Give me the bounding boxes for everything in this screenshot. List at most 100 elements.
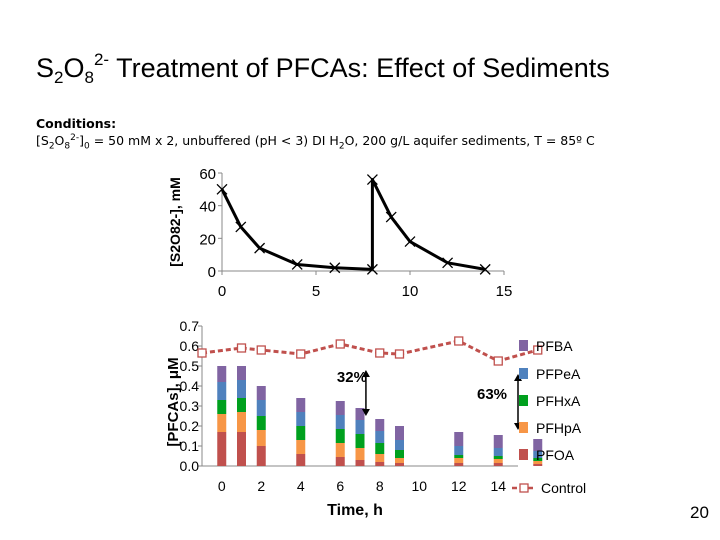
bottom-y-tick-label: 0.1 bbox=[180, 438, 200, 454]
annotation-arrow-head-up bbox=[514, 374, 522, 381]
persulfate-point-marker bbox=[366, 263, 378, 275]
bar-segment-pfba bbox=[533, 439, 543, 451]
page-number: 20 bbox=[690, 503, 709, 522]
bar-segment-pfba bbox=[375, 419, 385, 431]
bar-segment-pfhpa bbox=[533, 461, 543, 464]
legend-label: PFHxA bbox=[536, 393, 581, 409]
bar-segment-pfpea bbox=[335, 415, 345, 429]
bar-segment-pfhxa bbox=[375, 443, 385, 454]
persulfate-line-chart: 0 20 40 60 0 5 10 15 [S2O82-], mM bbox=[167, 166, 512, 300]
bar-segment-pfpea bbox=[237, 380, 246, 398]
bar-segment-pfoa bbox=[454, 463, 464, 466]
bar-segment-pfpea bbox=[256, 400, 266, 416]
top-y-tick-label: 20 bbox=[199, 231, 216, 248]
bottom-y-axis-label: [PFCAs], μM bbox=[165, 357, 182, 446]
legend-label: Control bbox=[541, 480, 586, 496]
bar-segment-pfhxa bbox=[335, 429, 345, 443]
bar-segment-pfhpa bbox=[355, 448, 365, 460]
bar-segment-pfba bbox=[335, 401, 345, 415]
top-y-axis-label: [S2O82-], mM bbox=[167, 177, 183, 266]
top-y-tick-label: 0 bbox=[208, 264, 216, 281]
legend-swatch-pfhxa bbox=[519, 395, 528, 406]
conditions-text: [S2O82-]0 = 50 mM x 2, unbuffered (pH < … bbox=[36, 133, 595, 152]
bar-segment-pfoa bbox=[533, 464, 543, 466]
bar-segment-pfhpa bbox=[493, 459, 503, 463]
bar-segment-pfoa bbox=[296, 454, 306, 466]
persulfate-point-marker bbox=[216, 183, 228, 195]
bar-segment-pfoa bbox=[217, 432, 227, 466]
bottom-y-tick-label: 0.7 bbox=[180, 318, 200, 334]
persulfate-point-marker bbox=[329, 262, 341, 274]
slide-title: S2O82- Treatment of PFCAs: Effect of Sed… bbox=[36, 50, 610, 87]
bar-segment-pfpea bbox=[375, 431, 385, 443]
bar-segment-pfhpa bbox=[296, 440, 306, 454]
persulfate-point-marker bbox=[235, 221, 247, 233]
bar-segment-pfhpa bbox=[375, 454, 385, 462]
persulfate-point-marker bbox=[442, 257, 454, 269]
bottom-y-tick-label: 0.3 bbox=[180, 398, 200, 414]
bar-segment-pfhxa bbox=[533, 458, 543, 461]
bar-segment-pfba bbox=[237, 366, 246, 380]
persulfate-point-marker bbox=[479, 263, 491, 275]
bar-segment-pfpea bbox=[533, 451, 543, 458]
persulfate-line-segment-2 bbox=[370, 178, 486, 271]
legend-swatch-pfpea bbox=[519, 368, 528, 379]
legend-label: PFHpA bbox=[536, 420, 582, 436]
legend-swatch-pfba bbox=[519, 340, 528, 351]
persulfate-point-marker bbox=[254, 242, 266, 254]
bottom-y-tick-label: 0.4 bbox=[180, 378, 200, 394]
legend-swatch-pfoa bbox=[519, 449, 528, 460]
bottom-x-tick-label: 2 bbox=[257, 478, 265, 494]
bar-segment-pfpea bbox=[493, 448, 503, 456]
bottom-x-tick-label: 12 bbox=[451, 478, 467, 494]
bar-segment-pfoa bbox=[237, 432, 246, 466]
bar-segment-pfba bbox=[493, 435, 503, 448]
bar-segment-pfhxa bbox=[395, 450, 404, 458]
bar-segment-pfoa bbox=[375, 462, 385, 466]
bar-segment-pfoa bbox=[395, 463, 404, 466]
bar-segment-pfhxa bbox=[256, 416, 266, 430]
bar-segment-pfhxa bbox=[237, 398, 246, 412]
top-y-tick-label: 60 bbox=[199, 166, 216, 183]
annotation-label: 63% bbox=[477, 386, 507, 403]
bottom-x-tick-label: 4 bbox=[297, 478, 305, 494]
control-point-marker bbox=[454, 336, 464, 346]
bar-segment-pfhpa bbox=[395, 458, 404, 463]
control-point-marker bbox=[394, 349, 405, 359]
bar-segment-pfoa bbox=[493, 463, 503, 466]
persulfate-point-marker bbox=[291, 259, 303, 270]
bar-segment-pfba bbox=[355, 408, 365, 420]
control-point-marker bbox=[236, 343, 247, 353]
bottom-x-tick-label: 10 bbox=[411, 478, 427, 494]
bar-segment-pfhxa bbox=[217, 400, 227, 414]
persulfate-point-marker bbox=[404, 236, 416, 248]
top-x-tick-label: 15 bbox=[496, 283, 513, 300]
bar-segment-pfhpa bbox=[256, 430, 266, 446]
bottom-x-tick-label: 0 bbox=[218, 478, 226, 494]
bar-segment-pfhxa bbox=[493, 456, 503, 459]
bottom-x-tick-label: 14 bbox=[490, 478, 506, 494]
bar-segment-pfba bbox=[296, 398, 306, 412]
bottom-x-tick-label: 6 bbox=[336, 478, 344, 494]
bar-segment-pfba bbox=[395, 426, 404, 440]
control-point-marker bbox=[256, 345, 266, 355]
top-x-tick-label: 0 bbox=[218, 283, 226, 300]
control-point-marker bbox=[335, 339, 345, 349]
bar-segment-pfhpa bbox=[217, 414, 227, 432]
bar-segment-pfba bbox=[454, 432, 464, 446]
bar-segment-pfhpa bbox=[454, 458, 464, 463]
bar-segment-pfpea bbox=[454, 446, 464, 455]
legend-swatch-control-marker bbox=[519, 483, 529, 493]
bottom-x-tick-label: 8 bbox=[376, 478, 384, 494]
persulfate-point-marker bbox=[385, 211, 397, 223]
bar-segment-pfpea bbox=[296, 412, 306, 426]
top-x-tick-label: 10 bbox=[402, 283, 419, 300]
pfca-bar-chart: 0.0 0.1 0.2 0.3 0.4 0.5 0.6 0.7 0 2 4 6 8 10 12 14 [PFCA… bbox=[165, 318, 586, 519]
bar-segment-pfhxa bbox=[296, 426, 306, 440]
control-point-marker bbox=[533, 345, 543, 355]
annotation-arrow-head-down bbox=[361, 409, 370, 416]
legend-label: PFOA bbox=[536, 447, 575, 463]
bar-segment-pfoa bbox=[355, 460, 365, 466]
control-point-marker bbox=[493, 356, 503, 366]
